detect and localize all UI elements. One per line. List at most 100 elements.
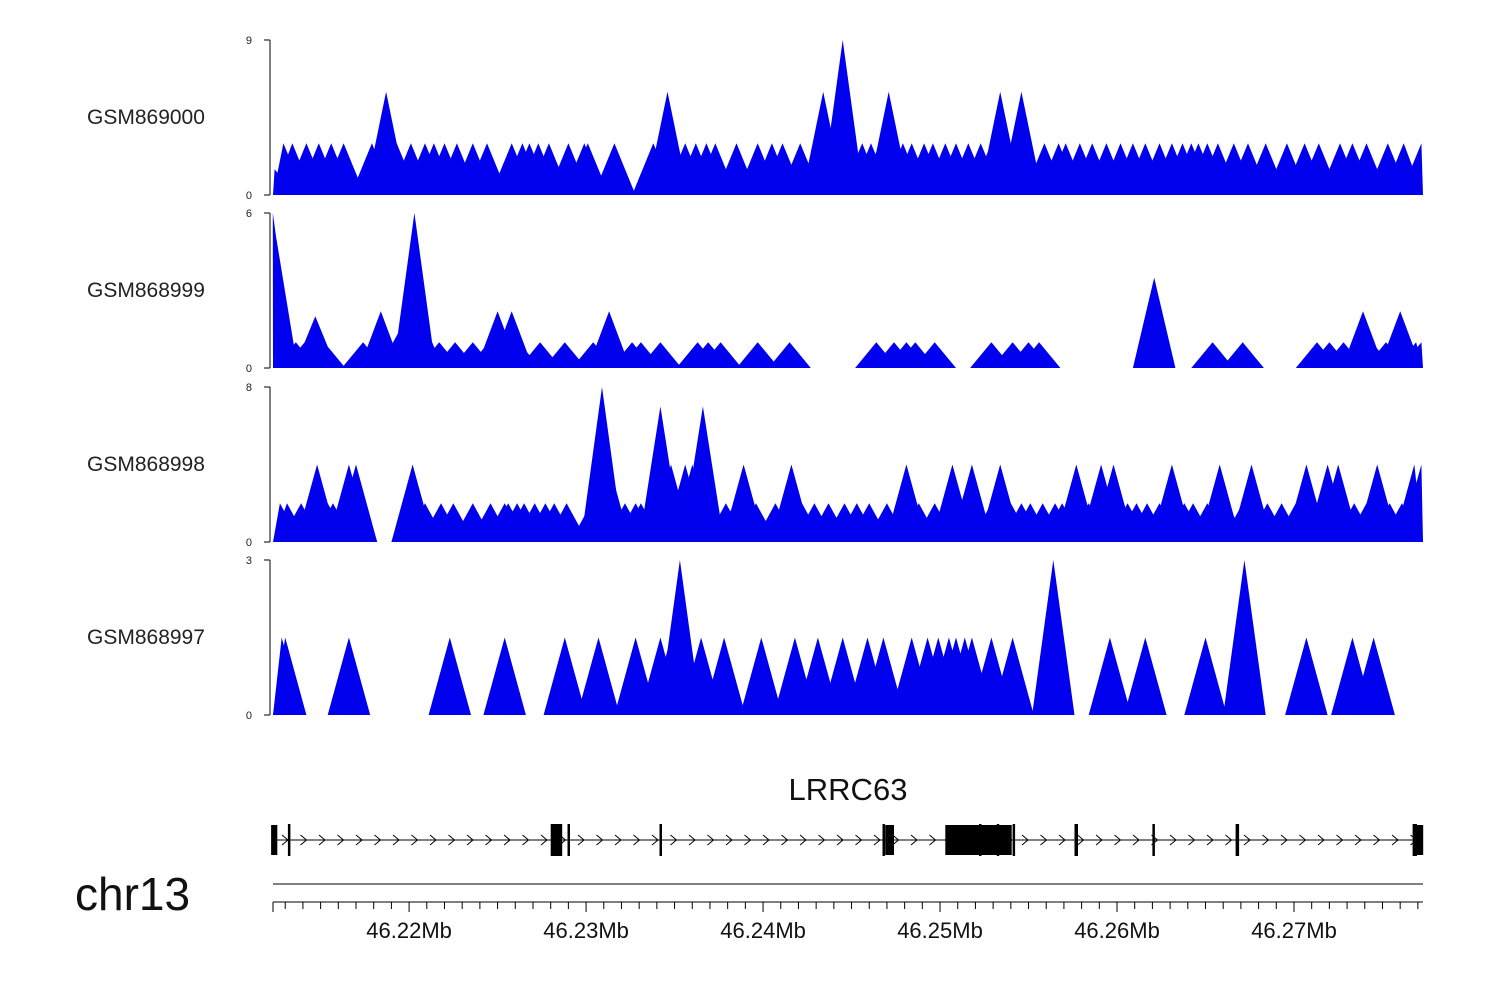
- exon-block: [1074, 824, 1078, 856]
- coverage-peak: [327, 637, 371, 715]
- strand-arrow: [1206, 834, 1214, 846]
- track-GSM869000: GSM869000 0 9: [87, 35, 1423, 202]
- track-GSM868998: GSM868998 0 8: [87, 382, 1423, 549]
- track-name-label: GSM868999: [87, 279, 205, 302]
- strand-arrow: [485, 834, 493, 846]
- coverage-peak: [1132, 277, 1176, 368]
- strand-arrow: [1262, 834, 1270, 846]
- y-tick-label: 0: [246, 190, 252, 202]
- exon-block: [287, 824, 291, 856]
- strand-arrow: [1354, 834, 1362, 846]
- coverage-peak: [1223, 560, 1266, 715]
- strand-arrow: [651, 834, 659, 846]
- strand-arrow: [1114, 834, 1122, 846]
- coverage-peak: [543, 342, 587, 368]
- strand-arrow: [596, 834, 604, 846]
- coverage-peak: [273, 238, 298, 368]
- coverage-peak: [736, 342, 779, 368]
- coverage-peak: [273, 637, 307, 715]
- exon-block: [979, 824, 982, 856]
- gene-track: LRRC63: [271, 772, 1424, 856]
- coverage-peak: [1400, 464, 1423, 542]
- coverage-peak: [1400, 143, 1423, 195]
- coverage-peak: [862, 637, 905, 715]
- exon-block: [271, 825, 278, 855]
- coverage-peak: [428, 637, 471, 715]
- strand-arrow: [892, 834, 900, 846]
- coverage-peak: [991, 637, 1034, 715]
- strand-arrow: [614, 834, 622, 846]
- coverage-peak: [1400, 342, 1423, 368]
- exon-block: [1412, 824, 1417, 856]
- strand-arrow: [1225, 834, 1233, 846]
- coverage-peak: [302, 342, 346, 368]
- coverage-peak: [639, 342, 682, 368]
- strand-arrow: [799, 834, 807, 846]
- strand-arrow: [1317, 834, 1325, 846]
- strand-arrow: [466, 834, 474, 846]
- strand-arrow: [540, 834, 548, 846]
- coverage-peak: [1000, 91, 1043, 195]
- y-tick-label: 9: [246, 35, 252, 47]
- x-tick-label: 46.25Mb: [897, 918, 983, 943]
- strand-arrow: [1336, 834, 1344, 846]
- strand-arrow: [1077, 834, 1085, 846]
- coverage-peak: [322, 143, 365, 195]
- strand-arrow: [1132, 834, 1140, 846]
- exon-block: [882, 824, 885, 856]
- strand-arrow: [1095, 834, 1103, 846]
- strand-arrow: [855, 834, 863, 846]
- strand-arrow: [818, 834, 826, 846]
- x-tick-label: 46.22Mb: [366, 918, 452, 943]
- track-GSM868997: GSM868997 0 3: [87, 555, 1395, 722]
- y-tick-label: 0: [246, 537, 252, 549]
- strand-arrow: [318, 834, 326, 846]
- coverage-peak: [1088, 637, 1132, 715]
- gene-model: [271, 824, 1424, 856]
- track-GSM868999: GSM868999 0 6: [87, 208, 1423, 375]
- genomic-axis: 46.22Mb 46.23Mb 46.24Mb 46.25Mb 46.26Mb 46.27…: [272, 883, 1423, 943]
- strand-arrow: [929, 834, 937, 846]
- coverage-peak: [483, 637, 526, 715]
- strand-arrow: [392, 834, 400, 846]
- coverage-peak: [1124, 637, 1167, 715]
- strand-arrow: [725, 834, 733, 846]
- exon-block: [996, 824, 1000, 856]
- coverage-peak: [1032, 560, 1075, 715]
- x-tick-label: 46.27Mb: [1251, 918, 1337, 943]
- strand-arrow: [836, 834, 844, 846]
- strand-arrow: [411, 834, 419, 846]
- exon-block: [1416, 825, 1424, 855]
- exon-block: [1152, 824, 1155, 856]
- exon-block: [885, 825, 894, 855]
- coverage-peak: [681, 406, 725, 542]
- strand-arrow: [337, 834, 345, 846]
- exon-block: [945, 825, 1012, 855]
- strand-arrow: [374, 834, 382, 846]
- strand-arrow: [1280, 834, 1288, 846]
- coverage-peak: [566, 143, 610, 195]
- strand-arrow: [300, 834, 308, 846]
- strand-arrow: [1391, 834, 1399, 846]
- strand-arrow: [503, 834, 511, 846]
- data-tracks: GSM86900009GSM86899906GSM86899808GSM8689…: [87, 35, 1423, 722]
- strand-arrow: [1373, 834, 1381, 846]
- x-tick-label: 46.26Mb: [1074, 918, 1160, 943]
- exon-block: [567, 824, 570, 856]
- strand-arrow: [448, 834, 456, 846]
- coverage-peak: [334, 464, 378, 542]
- coverage-peak: [740, 637, 783, 715]
- coverage-peak: [577, 637, 620, 715]
- gene-name-label: LRRC63: [789, 772, 908, 807]
- strand-arrow: [670, 834, 678, 846]
- strand-arrow: [873, 834, 881, 846]
- coverage-peak: [702, 637, 746, 715]
- track-name-label: GSM869000: [87, 106, 205, 129]
- strand-arrow: [1299, 834, 1307, 846]
- y-tick-label: 0: [246, 363, 252, 375]
- coverage-peak: [1184, 637, 1227, 715]
- coverage-peak: [1285, 637, 1328, 715]
- coverage-peak: [543, 637, 587, 715]
- strand-arrow: [633, 834, 641, 846]
- coverage-peak: [913, 342, 956, 368]
